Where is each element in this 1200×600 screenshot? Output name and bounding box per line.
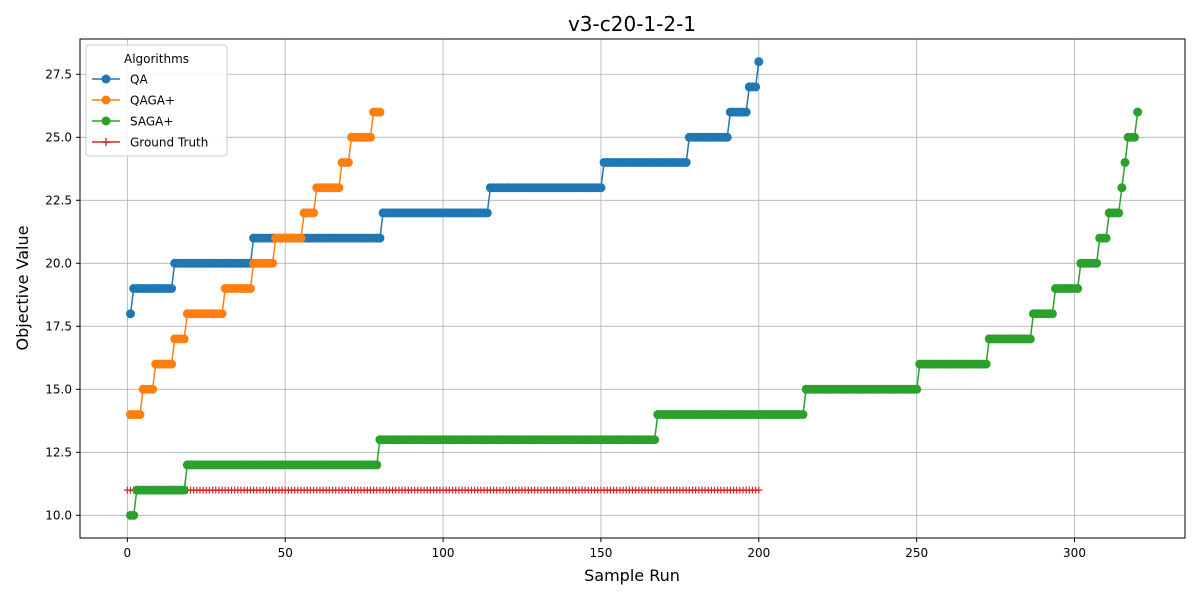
y-tick-label: 12.5 [45,445,72,459]
chart-title: v3-c20-1-2-1 [568,12,696,36]
data-point [372,460,382,470]
series-qaga- [126,107,385,420]
data-point [167,284,177,293]
data-point [167,359,177,369]
data-point [343,157,353,167]
legend-swatch-marker [101,74,111,84]
data-point [1129,132,1139,142]
data-point [912,384,922,394]
y-tick-label: 20.0 [45,256,72,270]
data-point [1025,334,1035,344]
series-saga- [126,107,1143,520]
y-tick-label: 27.5 [45,67,72,81]
data-point [129,510,139,520]
data-point [135,410,145,420]
data-point [1117,183,1127,193]
data-point [268,258,278,268]
legend-swatch-marker [102,138,110,146]
data-point [722,132,732,142]
x-tick-label: 50 [278,546,293,560]
legend-label: QAGA+ [130,94,175,108]
data-point [375,233,385,243]
data-point [179,485,189,495]
legend: Algorithms QA QAGA+ SAGA+ Ground Truth [85,44,228,157]
data-point [179,334,189,344]
x-tick-label: 150 [589,546,612,560]
data-point [126,309,136,319]
data-point [981,359,991,369]
y-tick-label: 17.5 [45,319,72,333]
data-point [296,233,306,243]
legend-swatch-marker [101,116,111,126]
x-tick-label: 300 [1063,546,1086,560]
series-qa [126,57,764,319]
x-tick-label: 0 [124,546,132,560]
grid [80,39,1185,538]
legend-label: SAGA+ [130,115,173,129]
y-axis-label: Objective Value [13,226,32,351]
data-point [1120,157,1130,167]
data-point [365,132,375,142]
data-point [245,284,255,293]
data-point [148,384,158,394]
data-point [1114,208,1124,218]
legend-label: Ground Truth [130,136,208,150]
data-point [482,208,492,218]
data-point [754,57,764,67]
data-point [650,435,660,445]
legend-item: Ground Truth [92,136,208,150]
legend-item: QA [92,73,148,87]
data-point [1133,107,1143,117]
y-tick-label: 22.5 [45,193,72,207]
legend-label: QA [130,73,148,87]
x-tick-label: 250 [905,546,928,560]
series-ground-truth [123,486,763,494]
series-layer [123,57,1143,520]
data-point [1101,233,1111,243]
data-point [596,183,606,193]
x-tick-label: 200 [747,546,770,560]
legend-box [85,44,228,157]
data-point [1047,309,1057,319]
y-tick-label: 10.0 [45,508,72,522]
data-point [217,309,227,319]
data-point [334,183,344,193]
y-tick-label: 25.0 [45,130,72,144]
data-point [751,82,761,92]
x-tick-label: 100 [432,546,455,560]
legend-title: Algorithms [124,52,189,66]
data-point [681,157,691,167]
data-point [1073,284,1083,293]
y-tick-label: 15.0 [45,382,72,396]
plot-frame [79,38,1186,539]
data-point [741,107,751,117]
legend-item: SAGA+ [92,115,173,129]
data-point [375,107,385,117]
x-axis-label: Sample Run [584,566,680,585]
data-point [1092,258,1102,268]
legend-item: QAGA+ [92,94,175,108]
y-axis: 10.0 12.5 15.0 17.5 20.0 22.5 25.0 27.5 [45,67,80,522]
x-axis: 0 50 100 150 200 250 300 [124,538,1086,560]
data-point [309,208,319,218]
data-point [755,486,763,494]
legend-swatch-marker [101,95,111,105]
data-point [798,410,808,420]
